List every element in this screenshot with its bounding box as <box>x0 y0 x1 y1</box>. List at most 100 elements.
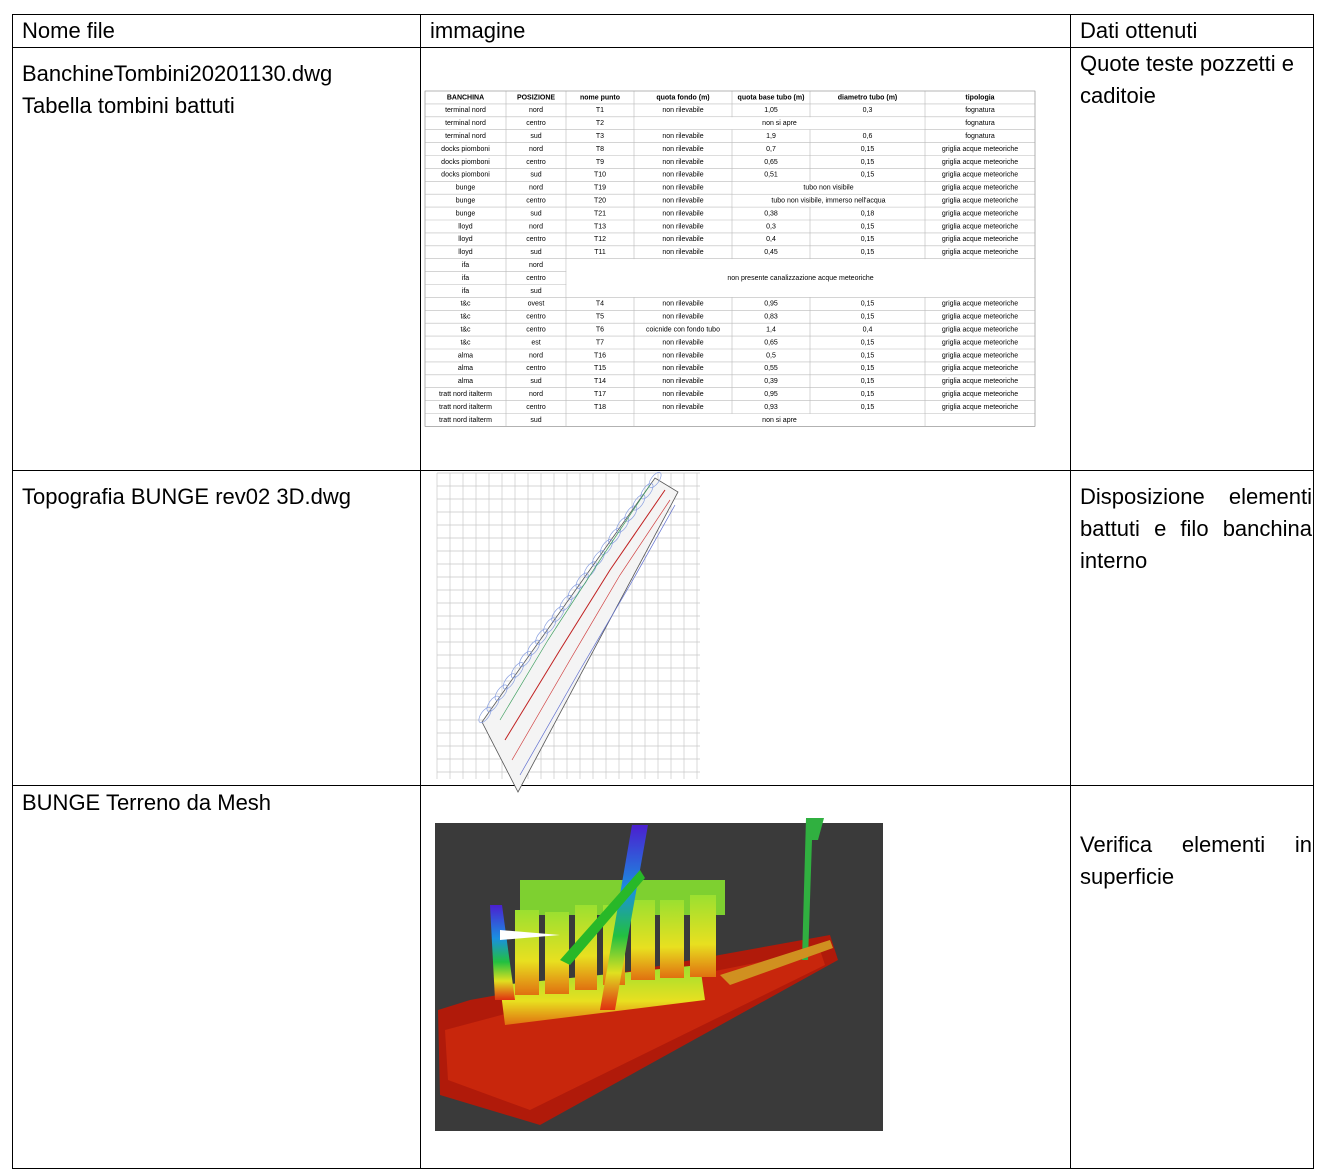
cell: non rilevabile <box>662 236 703 243</box>
cell: non rilevabile <box>662 339 703 346</box>
cell: griglia acque meteoriche <box>942 210 1018 217</box>
cell: T14 <box>594 378 606 385</box>
cell: tratt nord italterm <box>439 417 492 424</box>
cell: non rilevabile <box>662 404 703 411</box>
cell: sud <box>530 378 541 385</box>
cell: nord <box>529 146 543 153</box>
cell: 1,4 <box>766 326 776 333</box>
cell: bunge <box>456 185 476 192</box>
cell: nord <box>529 262 543 269</box>
table-image: BANCHINAPOSIZIONEnome puntoquota fondo (… <box>425 91 1035 426</box>
cell: 0,18 <box>861 210 875 217</box>
cell: centro <box>526 326 546 333</box>
cell: docks piomboni <box>441 172 490 179</box>
cell: 0,15 <box>861 223 875 230</box>
cell: nord <box>529 185 543 192</box>
cell: griglia acque meteoriche <box>942 326 1018 333</box>
cell: T17 <box>594 391 606 398</box>
cell: non si apre <box>762 417 797 424</box>
cell: non rilevabile <box>662 378 703 385</box>
cell: 0,15 <box>861 404 875 411</box>
cell: sud <box>530 210 541 217</box>
cell: fognatura <box>965 133 995 140</box>
cell: 1,9 <box>766 133 776 140</box>
cell: non rilevabile <box>662 133 703 140</box>
page: Nome file immagine Dati ottenuti Banchin… <box>0 0 1325 1170</box>
cell: 0,3 <box>863 107 873 114</box>
cell: bunge <box>456 210 476 217</box>
cell: T19 <box>594 185 606 192</box>
cell: non presente canalizzazione acque meteor… <box>727 275 873 282</box>
cell: terminal nord <box>445 133 486 140</box>
cell: nord <box>529 352 543 359</box>
cell: griglia acque meteoriche <box>942 146 1018 153</box>
cell: ifa <box>462 262 470 269</box>
cell: T15 <box>594 365 606 372</box>
cell: 1,05 <box>764 107 778 114</box>
cell: tratt nord italterm <box>439 391 492 398</box>
cell: centro <box>526 197 546 204</box>
cell: griglia acque meteoriche <box>942 378 1018 385</box>
cell: 0,4 <box>766 236 776 243</box>
cell: 0,4 <box>863 326 873 333</box>
cell: alma <box>458 365 473 372</box>
column-header: nome punto <box>580 94 620 101</box>
cell: fognatura <box>965 120 995 127</box>
cell: non rilevabile <box>662 172 703 179</box>
cell: centro <box>526 275 546 282</box>
cell: lloyd <box>458 223 473 230</box>
topography-image <box>437 470 700 792</box>
cell: 0,45 <box>764 249 778 256</box>
cell: tubo non visibile, immerso nell'acqua <box>771 197 885 204</box>
cell: non rilevabile <box>662 365 703 372</box>
cell: griglia acque meteoriche <box>942 172 1018 179</box>
cell: non rilevabile <box>662 223 703 230</box>
cell: 0,3 <box>766 223 776 230</box>
cell: griglia acque meteoriche <box>942 365 1018 372</box>
column-header: BANCHINA <box>447 94 484 101</box>
cell: T10 <box>594 172 606 179</box>
cell: griglia acque meteoriche <box>942 352 1018 359</box>
cell: 0,15 <box>861 146 875 153</box>
point-cloud-image <box>435 818 883 1131</box>
cell: nord <box>529 223 543 230</box>
cell: non rilevabile <box>662 301 703 308</box>
cell: 0,83 <box>764 314 778 321</box>
cell: 0,15 <box>861 365 875 372</box>
cell: T21 <box>594 210 606 217</box>
cell: griglia acque meteoriche <box>942 249 1018 256</box>
cell: tubo non visibile <box>803 185 853 192</box>
column-header: tipologia <box>965 94 994 101</box>
cell: terminal nord <box>445 120 486 127</box>
cell: 0,15 <box>861 236 875 243</box>
cell: centro <box>526 236 546 243</box>
cell: lloyd <box>458 236 473 243</box>
cell: non rilevabile <box>662 249 703 256</box>
cell: T6 <box>596 326 604 333</box>
cell: T2 <box>596 120 604 127</box>
cell: T18 <box>594 404 606 411</box>
cell: 0,39 <box>764 378 778 385</box>
cell: griglia acque meteoriche <box>942 314 1018 321</box>
cell: non rilevabile <box>662 197 703 204</box>
cell: t&c <box>460 339 471 346</box>
cell: griglia acque meteoriche <box>942 391 1018 398</box>
cell: griglia acque meteoriche <box>942 301 1018 308</box>
cell: T9 <box>596 159 604 166</box>
cell: non rilevabile <box>662 185 703 192</box>
cell: ovest <box>528 301 545 308</box>
cell: 0,7 <box>766 146 776 153</box>
cell: centro <box>526 404 546 411</box>
cell: 0,95 <box>764 391 778 398</box>
cell: griglia acque meteoriche <box>942 197 1018 204</box>
cell: 0,15 <box>861 352 875 359</box>
cell: sud <box>530 133 541 140</box>
cell: centro <box>526 159 546 166</box>
cell: 0,6 <box>863 133 873 140</box>
cell: non rilevabile <box>662 107 703 114</box>
cell: griglia acque meteoriche <box>942 236 1018 243</box>
cell: centro <box>526 314 546 321</box>
cell: tratt nord italterm <box>439 404 492 411</box>
cell: T13 <box>594 223 606 230</box>
cell: ifa <box>462 288 470 295</box>
